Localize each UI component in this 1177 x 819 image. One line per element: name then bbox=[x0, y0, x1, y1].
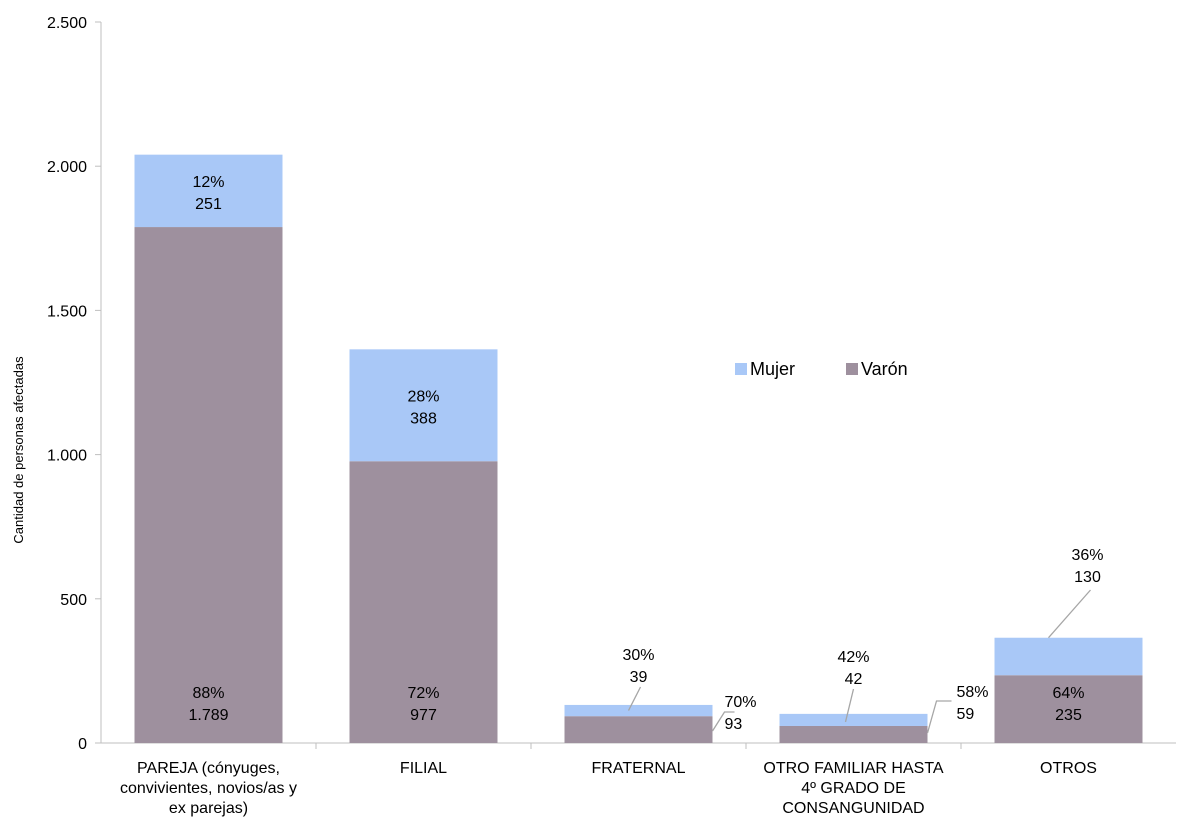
data-label: 39 bbox=[630, 669, 648, 686]
data-label: 42 bbox=[845, 671, 863, 688]
bar-varon bbox=[349, 461, 498, 743]
category-labels: PAREJA (cónyuges, convivientes, novios/as… bbox=[120, 760, 1097, 817]
data-label: 93 bbox=[725, 716, 743, 733]
y-tick-label: 2.500 bbox=[47, 15, 87, 32]
category-label: CONSANGUNIDAD bbox=[782, 800, 924, 817]
bar-varon bbox=[564, 716, 713, 743]
category-label: OTRO FAMILIAR HASTA bbox=[763, 760, 944, 777]
data-label: 36% bbox=[1071, 547, 1103, 564]
y-axis-label: Cantidad de personas afectadas bbox=[11, 356, 26, 544]
bars bbox=[134, 154, 1143, 744]
bar-mujer bbox=[994, 637, 1143, 676]
data-label: 1.789 bbox=[188, 707, 228, 724]
leader-line bbox=[926, 700, 952, 734]
data-label: 42% bbox=[837, 649, 869, 666]
category-label: PAREJA (cónyuges, bbox=[137, 760, 280, 777]
data-label: 388 bbox=[410, 410, 437, 427]
data-label: 59 bbox=[957, 706, 975, 723]
data-label: 64% bbox=[1052, 685, 1084, 702]
category-label: FILIAL bbox=[400, 760, 447, 777]
data-labels: 88% 1.789 12% 251 72% 977 28% 388 30% 39 70% 93 42% 4… bbox=[188, 174, 1104, 734]
data-label: 130 bbox=[1074, 569, 1101, 586]
data-label: 30% bbox=[622, 647, 654, 664]
y-tick-label: 0 bbox=[78, 736, 87, 753]
y-tick-label: 1.000 bbox=[47, 448, 87, 465]
bar-mujer bbox=[134, 154, 283, 228]
bar-varon bbox=[134, 227, 283, 744]
bar-mujer bbox=[564, 704, 713, 717]
legend-swatch bbox=[735, 363, 747, 375]
y-tick-label: 1.500 bbox=[47, 303, 87, 320]
data-label: 28% bbox=[407, 388, 439, 405]
legend-label: Mujer bbox=[750, 359, 795, 379]
bar-varon bbox=[994, 675, 1143, 743]
bar-mujer bbox=[349, 349, 498, 462]
legend-label: Varón bbox=[861, 359, 908, 379]
legend: Mujer Varón bbox=[735, 359, 908, 379]
leader-line bbox=[844, 688, 855, 723]
category-label: OTROS bbox=[1040, 760, 1097, 777]
data-label: 12% bbox=[192, 174, 224, 191]
data-label: 977 bbox=[410, 707, 437, 724]
category-label: convivientes, novios/as y bbox=[120, 780, 297, 797]
data-label: 235 bbox=[1055, 707, 1082, 724]
data-label: 58% bbox=[957, 684, 989, 701]
y-tick-label: 2.000 bbox=[47, 159, 87, 176]
bar-varon bbox=[779, 725, 928, 743]
legend-swatch bbox=[846, 363, 858, 375]
data-label: 251 bbox=[195, 196, 222, 213]
category-label: ex parejas) bbox=[169, 800, 248, 817]
category-label: FRATERNAL bbox=[592, 760, 686, 777]
data-label: 88% bbox=[192, 685, 224, 702]
category-label: 4º GRADO DE bbox=[801, 780, 906, 797]
leader-line bbox=[1048, 589, 1091, 639]
leader-line bbox=[711, 711, 735, 732]
data-label: 70% bbox=[725, 694, 757, 711]
y-tick-label: 500 bbox=[60, 592, 87, 609]
data-label: 72% bbox=[407, 685, 439, 702]
bar-mujer bbox=[779, 713, 928, 726]
leader-line bbox=[627, 686, 642, 711]
